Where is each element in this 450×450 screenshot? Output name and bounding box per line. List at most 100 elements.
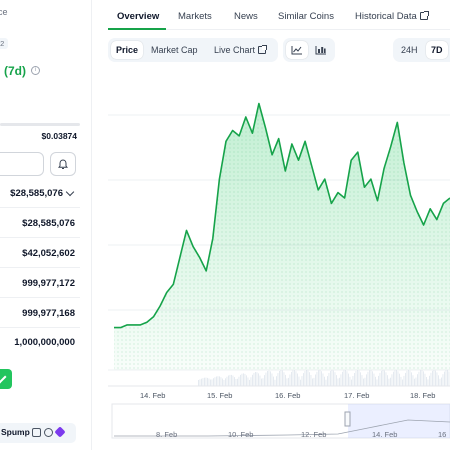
volume-bar [250, 377, 252, 386]
market-cap-button[interactable]: Market Cap [151, 45, 198, 55]
tab-overview[interactable]: Overview [117, 11, 160, 22]
price-chart[interactable]: 14. Feb 15. Feb 16. Feb 17. Feb 18. Feb 8. F… [108, 70, 450, 450]
navigator-frame[interactable] [111, 403, 450, 439]
volume-bar [378, 375, 379, 386]
volume-bar [355, 370, 357, 386]
volume-bar [424, 373, 426, 386]
line-chart-icon [291, 46, 302, 55]
volume-bar [300, 379, 301, 386]
line-chart-button[interactable] [286, 41, 308, 59]
volume-bar [432, 370, 433, 386]
info-icon[interactable]: i [31, 66, 40, 75]
volume-bar [207, 377, 208, 386]
divider [0, 237, 80, 238]
price-area-texture [114, 103, 450, 370]
tab-historical-data-label: Historical Data [355, 11, 417, 22]
volume-bar [231, 374, 232, 386]
active-tab-indicator [108, 28, 166, 30]
volume-bar [411, 372, 412, 386]
volume-bar [376, 379, 378, 386]
volume-bar [307, 370, 309, 386]
tab-markets[interactable]: Markets [178, 11, 212, 22]
range-7d-button[interactable]: 7D [426, 41, 448, 59]
volume-bar [241, 373, 243, 386]
range-24h-button[interactable]: 24H [401, 45, 418, 55]
volume-bar [279, 371, 280, 386]
volume-bar [199, 379, 201, 386]
volume-bar [433, 370, 435, 386]
volume-bar [315, 374, 316, 386]
circulating-supply-value: 999,977,172 [22, 278, 75, 289]
volume-bar [282, 370, 283, 386]
volume-bar [310, 375, 312, 386]
volume-bar [306, 370, 307, 386]
volume-bar [253, 372, 255, 386]
volume-bar [237, 378, 238, 386]
volume-bar [372, 371, 373, 386]
volume-bar [238, 376, 240, 386]
navigator-tick-label: 10. Feb [228, 430, 254, 439]
volume-bar [339, 377, 340, 386]
price-change-7d: (7d) [4, 64, 26, 78]
candlestick-button[interactable] [310, 41, 332, 59]
volume-bar [364, 377, 366, 386]
tab-similar-coins[interactable]: Similar Coins [278, 11, 334, 22]
volume-bar [280, 370, 282, 386]
volume-bar [268, 370, 270, 386]
volume-bar [270, 371, 271, 386]
volume-bar [426, 377, 427, 386]
volume-bar [240, 374, 241, 386]
copy-icon[interactable] [32, 428, 41, 437]
volume-bar [232, 375, 234, 386]
verified-check-icon [0, 369, 12, 389]
volume-bar [351, 379, 352, 386]
volume-bar [336, 375, 337, 386]
link-icon[interactable] [44, 428, 53, 437]
volume-bar [346, 371, 348, 386]
chevron-down-icon[interactable] [65, 187, 75, 197]
volume-bar [334, 372, 336, 386]
volume-bar [316, 371, 318, 386]
volume-bar [373, 373, 375, 386]
price-button[interactable]: Price [111, 41, 144, 59]
contract-tag[interactable]: Spump [0, 423, 76, 443]
volume-bar [357, 370, 358, 386]
volume-bar [225, 378, 226, 386]
volume-bar [276, 376, 277, 386]
volume-bar [394, 370, 396, 386]
tab-historical-data[interactable]: Historical Data [355, 11, 429, 22]
volume-bar [312, 378, 313, 386]
price-line [114, 102, 450, 329]
live-chart-button[interactable]: Live Chart [209, 41, 271, 59]
navigator-handle[interactable] [344, 411, 351, 427]
volume-bar [204, 377, 205, 386]
volume-bar [205, 377, 207, 386]
portfolio-input[interactable] [0, 152, 44, 176]
time-range-selector: 24H 7D [393, 38, 450, 62]
volume-bar [435, 370, 436, 386]
volume-bar [444, 371, 445, 386]
x-tick-label: 18. Feb [410, 391, 436, 400]
volume-bar [348, 373, 349, 386]
volume-bar [333, 370, 334, 386]
volume-bar [390, 377, 391, 386]
coin-tabs: Overview Markets News Similar Coins Hist… [108, 0, 450, 30]
alert-button[interactable] [50, 152, 76, 176]
volume-bar [403, 375, 405, 386]
volume-bar [294, 370, 295, 386]
volume-bar [363, 378, 364, 386]
rank-chip: 52 [0, 38, 9, 49]
tab-news[interactable]: News [234, 11, 258, 22]
volume-bar [445, 370, 447, 386]
volume-bar [210, 379, 211, 386]
volume-bar [265, 372, 267, 386]
volume-bar [223, 380, 225, 386]
wallet-icon[interactable] [54, 426, 66, 438]
volume-bar [436, 372, 438, 386]
volume-bar [289, 374, 291, 386]
volume-value: $42,052,602 [22, 248, 75, 259]
max-supply-value: 1,000,000,000 [14, 337, 75, 348]
volume-bar [244, 373, 246, 386]
volume-bar [213, 378, 214, 386]
volume-bar [267, 371, 268, 386]
